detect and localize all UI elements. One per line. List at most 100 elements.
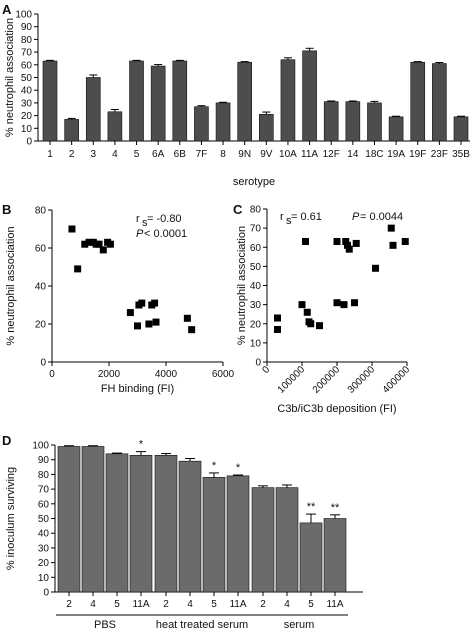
- panel-a-bar: [42, 60, 58, 142]
- panel-d-x-tick-label: 11A: [132, 599, 149, 610]
- panel-a-x-tick-label: 14: [347, 149, 359, 160]
- panel-b-point: [95, 240, 103, 248]
- panel-c-point: [389, 241, 397, 249]
- panel-c-point: [352, 239, 360, 247]
- panel-c-point: [274, 325, 281, 333]
- panel-d-x-tick-label: 2: [260, 599, 266, 610]
- panel-b-x-tick-label: 4000: [155, 369, 178, 380]
- panel-a-y-title: % neutrophil association: [4, 18, 16, 137]
- panel-a-bar: [64, 119, 79, 142]
- panel-a-x-tick-label: 8: [220, 149, 226, 160]
- panel-d-y-title: % inoculum surviving: [5, 467, 17, 570]
- panel-d-y-tick-label: 20: [38, 558, 50, 569]
- panel-c-point: [351, 299, 358, 307]
- panel-c-x-tick-label: 300000: [346, 364, 378, 396]
- panel-d-significance-star: **: [331, 502, 340, 514]
- panel-a-bar: [194, 106, 209, 142]
- panel-b-point: [106, 240, 114, 248]
- panel-c-point: [340, 301, 348, 309]
- panel-d-group-label: PBS: [94, 619, 116, 631]
- panel-a-bar: [432, 63, 447, 142]
- panel-c-stat-p-value: = 0.0044: [360, 211, 403, 223]
- panel-c-y-tick-label: 80: [250, 205, 262, 216]
- panel-b-x-title: FH binding (FI): [101, 383, 174, 395]
- panel-b-y-tick-label: 20: [35, 320, 47, 331]
- panel-a-bar: [302, 50, 317, 142]
- panel-d-group-label: heat treated serum: [156, 619, 248, 631]
- panel-d-label: D: [2, 433, 11, 448]
- panel-d-y-tick-label: 80: [38, 470, 50, 481]
- panel-d-bar: [202, 477, 226, 593]
- panel-a-y-tick-label: 50: [21, 73, 33, 84]
- panel-d-bar: [154, 454, 178, 593]
- panel-d-x-tick-label: 11A: [326, 599, 343, 610]
- panel-a-bar: [388, 116, 404, 142]
- panel-b-stat-p-value: < 0.0001: [144, 228, 187, 240]
- panel-a-bar: [410, 61, 426, 142]
- panel-d-significance-star: *: [236, 462, 241, 474]
- panel-a-bar: [129, 60, 144, 142]
- panel-d-y-tick-label: 40: [38, 529, 50, 540]
- panel-b-point: [68, 225, 76, 233]
- panel-c-y-title: % neutrophil association: [236, 226, 248, 345]
- panel-c-point: [345, 245, 353, 253]
- panel-c-label: C: [233, 202, 243, 217]
- panel-b-point: [188, 326, 196, 334]
- panel-a-bar: [172, 60, 188, 142]
- panel-a-x-tick-label: 6A: [152, 149, 165, 160]
- panel-c-x-tick-label: 200000: [311, 364, 343, 396]
- panel-c-stat-r-sub: s: [286, 215, 292, 227]
- panel-c-x-title: C3b/iC3b deposition (FI): [277, 403, 396, 415]
- panel-a-x-tick-label: 9V: [260, 149, 273, 160]
- panel-c-y-tick-label: 50: [250, 262, 262, 273]
- panel-d-y-tick-label: 0: [43, 588, 49, 599]
- panel-a-y-tick-label: 80: [21, 35, 33, 46]
- panel-c-y-tick-label: 40: [250, 281, 262, 292]
- panel-c-point: [307, 320, 315, 328]
- panel-d-y-tick-label: 100: [32, 441, 49, 452]
- panel-d-x-tick-label: 5: [211, 599, 217, 610]
- panel-a-x-tick-label: 5: [134, 149, 140, 160]
- panel-a-y-tick-label: 10: [21, 124, 33, 135]
- panel-a-bar: [345, 101, 361, 142]
- panel-d-y-tick-label: 70: [38, 485, 50, 496]
- panel-a-y-tick-label: 60: [21, 60, 33, 71]
- panel-c-point: [387, 224, 395, 232]
- panel-d-bar: [251, 487, 275, 593]
- panel-b-stat-r: r: [136, 213, 140, 225]
- panel-b-y-tick-label: 80: [35, 206, 47, 217]
- panel-c-y-tick-label: 60: [250, 243, 262, 254]
- panel-a-x-tick-label: 7F: [196, 149, 208, 160]
- panel-d-bar: [129, 454, 153, 593]
- panel-a-y-tick-label: 0: [26, 137, 32, 148]
- panel-a-y-tick-label: 30: [21, 98, 33, 109]
- panel-d-bar: [57, 446, 81, 593]
- panel-a-bar: [259, 114, 274, 142]
- panel-b-point: [138, 299, 146, 307]
- panel-a-x-tick-label: 9N: [238, 149, 251, 160]
- panel-b-point: [99, 246, 107, 254]
- panel-b-y-title: % neutrophil association: [5, 226, 17, 345]
- panel-d-bar: [299, 522, 323, 593]
- panel-c-point: [302, 238, 309, 246]
- panel-c-y-tick-label: 70: [250, 224, 262, 235]
- panel-a-x-tick-label: 23F: [431, 149, 448, 160]
- panel-d-y-tick-label: 10: [38, 573, 50, 584]
- panel-a-x-tick-label: 4: [112, 149, 118, 160]
- panel-a-x-tick-label: 18C: [365, 149, 383, 160]
- panel-a-x-tick-label: 2: [69, 149, 75, 160]
- panel-d-x-tick-label: 5: [114, 599, 120, 610]
- panel-c-y-tick-label: 20: [250, 319, 262, 330]
- panel-c-x-tick-label: 0: [260, 364, 272, 376]
- panel-a-y-tick-label: 70: [21, 48, 33, 59]
- panel-c-point: [316, 322, 323, 330]
- panel-a-bar: [215, 102, 231, 142]
- panel-b-point: [183, 314, 191, 322]
- panel-a-x-tick-label: 10A: [279, 149, 297, 160]
- panel-c-stat-r-value: = 0.61: [291, 211, 322, 223]
- panel-b-y-tick-label: 60: [35, 244, 47, 255]
- panel-c-point: [303, 308, 311, 316]
- panel-c-y-tick-label: 10: [250, 338, 262, 349]
- panel-c-point: [333, 238, 341, 246]
